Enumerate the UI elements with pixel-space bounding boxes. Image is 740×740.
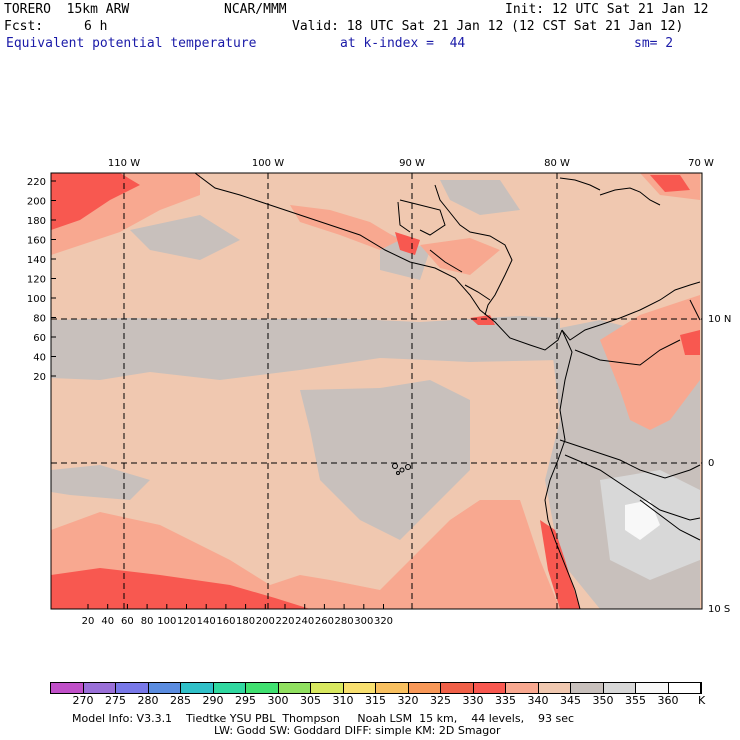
left-tick-label: 80 (33, 314, 46, 325)
smoothing-label: sm= 2 (634, 36, 674, 51)
forecast-hour: 6 h (84, 19, 108, 34)
lat-label: 0 (708, 458, 714, 469)
bottom-tick-label: 60 (121, 616, 134, 627)
bottom-tick-label: 40 (101, 616, 114, 627)
latlon-grid (51, 173, 702, 609)
valid-time: Valid: 18 UTC Sat 21 Jan 12 (12 CST Sat … (292, 19, 684, 34)
left-tick-label: 160 (27, 236, 46, 247)
bottom-tick-label: 220 (275, 616, 294, 627)
left-tick-label: 60 (33, 333, 46, 344)
colorbar-level-label: 355 (625, 694, 646, 707)
bottom-tick-label: 240 (295, 616, 314, 627)
bottom-tick-label: 180 (236, 616, 255, 627)
colorbar-level-label: 360 (657, 694, 679, 707)
left-tick-label: 200 (27, 197, 46, 208)
lon-label: 90 W (399, 158, 425, 169)
colorbar-level-label: 350 (592, 694, 614, 707)
colorbar-level-label: 310 (332, 694, 354, 707)
forecast-label: Fcst: (4, 19, 44, 34)
colorbar-level-label: 290 (202, 694, 224, 707)
colorbar-swatch (246, 683, 279, 693)
lon-label: 80 W (544, 158, 570, 169)
model-title: TORERO 15km ARW (4, 2, 130, 17)
colorbar-level-label: 300 (267, 694, 289, 707)
k-index-label: at k-index = 44 (340, 36, 466, 51)
colorbar-level-label: 305 (300, 694, 321, 707)
colorbar-unit: K (698, 694, 706, 707)
colorbar-level-label: 335 (495, 694, 516, 707)
colorbar-level-label: 325 (430, 694, 451, 707)
lon-label: 110 W (108, 158, 140, 169)
colorbar-level-label: 285 (170, 694, 191, 707)
left-tick-label: 120 (27, 275, 46, 286)
colorbar-swatch (636, 683, 669, 693)
left-tick-label: 20 (33, 372, 46, 383)
colorbar-swatch (506, 683, 539, 693)
colorbar-swatch (408, 683, 441, 693)
colorbar-swatch (51, 683, 84, 693)
lon-label: 100 W (252, 158, 284, 169)
colorbar (50, 682, 702, 694)
colorbar-swatch (603, 683, 636, 693)
bottom-tick-label: 280 (335, 616, 354, 627)
colorbar-swatch (148, 683, 181, 693)
model-info: Model Info: V3.3.1 Tiedtke YSU PBL Thomp… (72, 712, 575, 725)
colorbar-swatch (441, 683, 474, 693)
colorbar-swatch (83, 683, 116, 693)
colorbar-level-label: 295 (235, 694, 256, 707)
lat-label: 10 N (708, 314, 731, 325)
colorbar-level-label: 340 (527, 694, 549, 707)
colorbar-swatch (668, 683, 701, 693)
left-tick-label: 220 (27, 177, 46, 188)
colorbar-level-label: 270 (72, 694, 94, 707)
colorbar-swatch (213, 683, 246, 693)
coastlines (194, 173, 701, 609)
map-frame (50, 172, 703, 610)
colorbar-swatch (181, 683, 214, 693)
colorbar-swatch (538, 683, 571, 693)
bottom-tick-label: 200 (256, 616, 275, 627)
bottom-tick-label: 100 (157, 616, 176, 627)
left-tick-label: 180 (27, 216, 46, 227)
colorbar-swatch (571, 683, 604, 693)
left-tick-label: 100 (27, 294, 46, 305)
lon-label: 70 W (688, 158, 714, 169)
bottom-tick-label: 260 (315, 616, 334, 627)
colorbar-swatch (343, 683, 376, 693)
colorbar-swatch (311, 683, 344, 693)
bottom-tick-label: 320 (374, 616, 393, 627)
bottom-tick-label: 160 (216, 616, 235, 627)
lat-label: 10 S (708, 604, 730, 615)
colorbar-level-label: 330 (462, 694, 484, 707)
bottom-tick-label: 120 (177, 616, 196, 627)
bottom-tick-label: 140 (197, 616, 216, 627)
organization-label: NCAR/MMM (224, 2, 287, 17)
field-shading (51, 173, 702, 609)
colorbar-swatch (376, 683, 409, 693)
colorbar-swatch (116, 683, 149, 693)
left-tick-label: 140 (27, 255, 46, 266)
colorbar-swatch (473, 683, 506, 693)
colorbar-level-label: 315 (365, 694, 386, 707)
colorbar-level-label: 275 (105, 694, 126, 707)
colorbar-level-label: 320 (397, 694, 419, 707)
field-name: Equivalent potential temperature (6, 36, 257, 51)
bottom-tick-label: 300 (354, 616, 373, 627)
colorbar-swatch (278, 683, 311, 693)
colorbar-level-label: 280 (137, 694, 159, 707)
bottom-tick-label: 20 (82, 616, 95, 627)
model-physics: LW: Godd SW: Goddard DIFF: simple KM: 2D… (214, 724, 501, 737)
bottom-tick-label: 80 (141, 616, 154, 627)
init-time: Init: 12 UTC Sat 21 Jan 12 (505, 2, 709, 17)
colorbar-level-label: 345 (560, 694, 581, 707)
left-tick-label: 40 (33, 353, 46, 364)
